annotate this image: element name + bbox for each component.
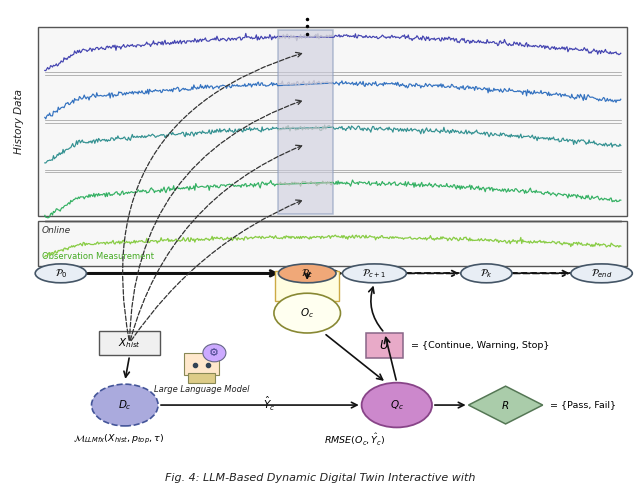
Text: $D_c$: $D_c$ bbox=[118, 398, 132, 412]
Polygon shape bbox=[468, 386, 543, 424]
Text: History Data: History Data bbox=[14, 89, 24, 154]
Ellipse shape bbox=[278, 264, 336, 283]
Text: $Q_c$: $Q_c$ bbox=[390, 398, 404, 412]
Ellipse shape bbox=[571, 264, 632, 283]
Text: Online: Online bbox=[42, 226, 71, 235]
Text: $RMSE(O_c, \hat{Y}_c)$: $RMSE(O_c, \hat{Y}_c)$ bbox=[324, 432, 386, 448]
Text: = {Continue, Warning, Stop}: = {Continue, Warning, Stop} bbox=[411, 341, 549, 350]
Text: $\mathcal{P}_c$: $\mathcal{P}_c$ bbox=[301, 267, 314, 280]
Text: $\hat{Y}_c$: $\hat{Y}_c$ bbox=[262, 395, 275, 413]
Bar bbox=[366, 333, 403, 358]
Ellipse shape bbox=[35, 264, 86, 283]
Text: $\mathcal{M}_{LLMfx}(X_{hist}, p_{top}, \tau)$: $\mathcal{M}_{LLMfx}(X_{hist}, p_{top}, … bbox=[73, 433, 164, 446]
Ellipse shape bbox=[342, 264, 406, 283]
Text: $\mathcal{P}_{c+1}$: $\mathcal{P}_{c+1}$ bbox=[362, 267, 387, 280]
Text: $\mathcal{P}_0$: $\mathcal{P}_0$ bbox=[54, 267, 67, 280]
Circle shape bbox=[203, 344, 226, 362]
Bar bbox=[99, 331, 160, 355]
Text: ⚙: ⚙ bbox=[209, 348, 220, 358]
Text: Observation Measurement: Observation Measurement bbox=[42, 252, 154, 261]
Text: $U$: $U$ bbox=[380, 339, 390, 352]
Text: $O_c$: $O_c$ bbox=[300, 306, 314, 320]
Ellipse shape bbox=[461, 264, 512, 283]
Text: $\mathcal{P}_k$: $\mathcal{P}_k$ bbox=[480, 267, 493, 280]
Bar bbox=[275, 271, 339, 301]
Bar bbox=[278, 30, 333, 214]
Bar bbox=[184, 353, 219, 375]
Ellipse shape bbox=[362, 383, 432, 427]
Text: Fig. 4: LLM-Based Dynamic Digital Twin Interactive with: Fig. 4: LLM-Based Dynamic Digital Twin I… bbox=[165, 473, 475, 483]
Bar bbox=[38, 27, 627, 216]
Text: = {Pass, Fail}: = {Pass, Fail} bbox=[550, 401, 616, 410]
Ellipse shape bbox=[92, 384, 158, 426]
Text: $R$: $R$ bbox=[502, 399, 509, 411]
Bar bbox=[188, 373, 215, 383]
Text: $X_{hist}$: $X_{hist}$ bbox=[118, 336, 141, 350]
Text: Large Language Model: Large Language Model bbox=[154, 385, 250, 394]
Text: $\mathcal{P}_{end}$: $\mathcal{P}_{end}$ bbox=[591, 267, 612, 280]
Ellipse shape bbox=[274, 293, 340, 333]
Bar bbox=[38, 221, 627, 266]
